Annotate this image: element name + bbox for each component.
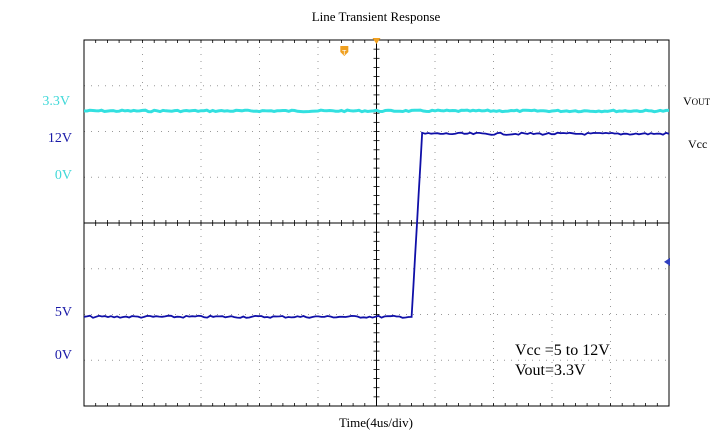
label-vout-0v: 0V bbox=[54, 168, 72, 183]
trigger-t-marker bbox=[340, 46, 349, 56]
trigger-level-marker bbox=[664, 257, 670, 266]
annotation-vcc: Vcc =5 to 12V bbox=[515, 342, 610, 359]
label-vcc-12v: 12V bbox=[47, 131, 72, 146]
vcc-trace bbox=[83, 131, 670, 319]
x-axis-label: Time(4us/div) bbox=[339, 415, 413, 430]
label-vcc-5v: 5V bbox=[54, 305, 72, 320]
trigger-markers: T bbox=[340, 38, 670, 266]
annotation-vout: Vout=3.3V bbox=[515, 362, 586, 379]
chart-title: Line Transient Response bbox=[311, 9, 441, 24]
vout-trace bbox=[83, 108, 669, 114]
label-vcc-0v: 0V bbox=[54, 348, 72, 363]
legend-vout: VOUT bbox=[683, 94, 711, 108]
grid bbox=[83, 39, 670, 407]
trigger-t-label: T bbox=[342, 50, 347, 57]
label-vout-3v3: 3.3V bbox=[42, 94, 70, 109]
legend-vcc: Vcc bbox=[688, 137, 708, 151]
trigger-position-marker bbox=[372, 38, 381, 44]
